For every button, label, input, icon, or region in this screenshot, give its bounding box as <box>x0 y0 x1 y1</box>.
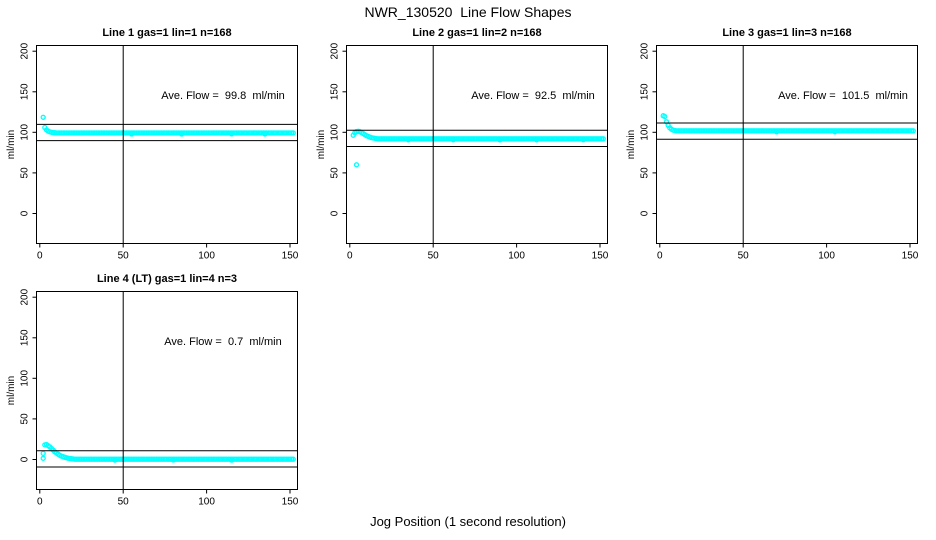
svg-text:150: 150 <box>282 251 299 262</box>
svg-text:0: 0 <box>37 497 43 508</box>
svg-text:50: 50 <box>20 413 31 425</box>
svg-text:200: 200 <box>20 42 31 59</box>
svg-text:150: 150 <box>20 83 31 100</box>
plot-line-1: 0 50 100 150 0 50 100 150 200 ml/min <box>6 42 299 262</box>
ave-flow-annotation-line-1: Ave. Flow = 99.8 ml/min <box>161 90 285 102</box>
svg-text:50: 50 <box>428 251 440 262</box>
svg-text:50: 50 <box>330 167 341 179</box>
svg-text:100: 100 <box>330 124 341 141</box>
svg-text:50: 50 <box>20 167 31 179</box>
panel-line-3: 0 50 100 150 0 50 100 150 200 ml/min Line 3 gas=1… <box>626 26 926 276</box>
svg-text:100: 100 <box>20 370 31 387</box>
svg-text:150: 150 <box>282 497 299 508</box>
panel-line-2: 0 50 100 150 0 50 100 150 200 ml/min Line 2 gas=1… <box>316 26 616 276</box>
panel-title-line-2: Line 2 gas=1 lin=2 n=168 <box>412 27 542 39</box>
ave-flow-annotation-line-2: Ave. Flow = 92.5 ml/min <box>471 90 595 102</box>
svg-text:150: 150 <box>592 251 609 262</box>
svg-text:50: 50 <box>640 167 651 179</box>
svg-text:0: 0 <box>37 251 43 262</box>
svg-text:ml/min: ml/min <box>316 130 327 159</box>
panel-title-line-1: Line 1 gas=1 lin=1 n=168 <box>102 27 232 39</box>
svg-text:ml/min: ml/min <box>626 130 637 159</box>
x-axis-label: Jog Position (1 second resolution) <box>370 514 566 529</box>
ave-flow-annotation-line-3: Ave. Flow = 101.5 ml/min <box>778 90 908 102</box>
panel-line-4: 0 50 100 150 0 50 100 150 200 ml/min Line 4 (LT) … <box>6 272 306 522</box>
svg-text:50: 50 <box>738 251 750 262</box>
panel-title-line-4: Line 4 (LT) gas=1 lin=4 n=3 <box>96 273 238 285</box>
svg-text:150: 150 <box>640 83 651 100</box>
svg-text:0: 0 <box>347 251 353 262</box>
panel-line-1: 0 50 100 150 0 50 100 150 200 ml/min Line 1 gas=1… <box>6 26 306 276</box>
svg-text:50: 50 <box>118 497 130 508</box>
svg-text:100: 100 <box>20 124 31 141</box>
ave-flow-annotation-line-4: Ave. Flow = 0.7 ml/min <box>164 336 282 348</box>
svg-text:150: 150 <box>330 83 341 100</box>
plot-line-2: 0 50 100 150 0 50 100 150 200 ml/min <box>316 42 609 262</box>
svg-text:200: 200 <box>640 42 651 59</box>
svg-text:100: 100 <box>508 251 525 262</box>
svg-text:ml/min: ml/min <box>6 376 17 405</box>
svg-text:ml/min: ml/min <box>6 130 17 159</box>
plot-line-4: 0 50 100 150 0 50 100 150 200 ml/min <box>6 288 299 508</box>
svg-text:0: 0 <box>20 210 31 216</box>
svg-text:200: 200 <box>20 288 31 305</box>
plot-line-3: 0 50 100 150 0 50 100 150 200 ml/min <box>626 42 919 262</box>
panel-title-line-3: Line 3 gas=1 lin=3 n=168 <box>722 27 852 39</box>
svg-text:0: 0 <box>640 210 651 216</box>
svg-text:150: 150 <box>20 329 31 346</box>
figure-title: NWR_130520 Line Flow Shapes <box>364 4 572 20</box>
svg-text:100: 100 <box>818 251 835 262</box>
svg-text:0: 0 <box>330 210 341 216</box>
svg-text:50: 50 <box>118 251 130 262</box>
svg-text:100: 100 <box>198 497 215 508</box>
svg-text:100: 100 <box>640 124 651 141</box>
svg-text:100: 100 <box>198 251 215 262</box>
svg-text:150: 150 <box>902 251 919 262</box>
svg-text:0: 0 <box>20 456 31 462</box>
svg-text:200: 200 <box>330 42 341 59</box>
svg-text:0: 0 <box>657 251 663 262</box>
